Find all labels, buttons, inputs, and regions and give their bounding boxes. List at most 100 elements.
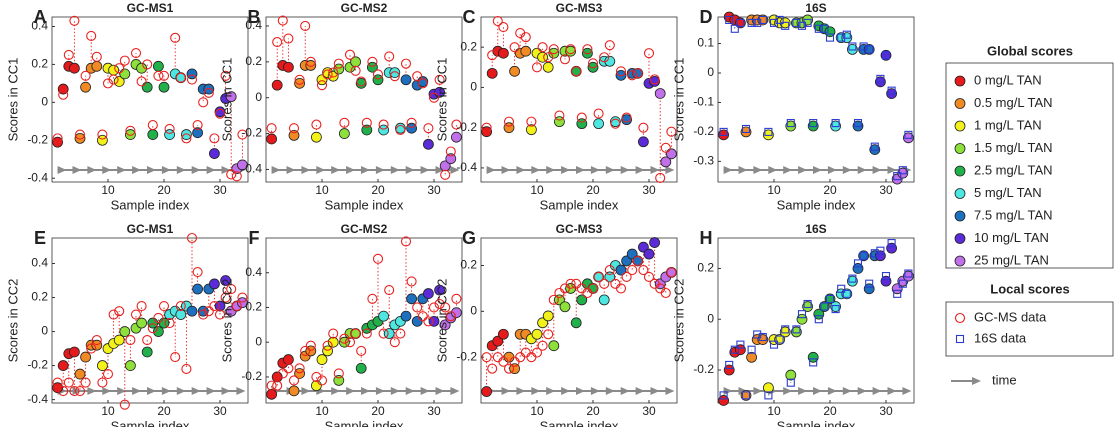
- time-arrow: [501, 166, 511, 174]
- local-score: [198, 97, 209, 108]
- y-tick-label: -0.2: [456, 349, 477, 363]
- local-score: [786, 378, 795, 387]
- local-score: [395, 328, 406, 339]
- global-score: [903, 132, 914, 144]
- global-score: [802, 301, 813, 312]
- local-score: [384, 285, 395, 296]
- time-arrow: [176, 387, 186, 395]
- local-score: [91, 51, 102, 62]
- time-arrow: [331, 387, 341, 395]
- global-score: [305, 345, 317, 357]
- global-score: [355, 362, 367, 374]
- global-score: [406, 122, 418, 134]
- time-arrow: [723, 387, 733, 395]
- global-score: [880, 275, 892, 287]
- y-tick-label: 0.4: [245, 18, 262, 32]
- local-score: [842, 289, 851, 298]
- legend-label: 0.5 mg/L TAN: [974, 95, 1053, 110]
- time-arrow: [161, 166, 171, 174]
- local-score: [904, 269, 913, 278]
- local-score: [97, 129, 108, 140]
- local-score: [175, 72, 186, 83]
- panel: E GC-MS1 Sample index Scores in CC2 10 20 30 -0…: [5, 222, 249, 427]
- global-score: [863, 283, 875, 295]
- time-arrow: [221, 166, 231, 174]
- local-score: [571, 66, 582, 77]
- global-legend-title: Global scores: [987, 43, 1073, 58]
- global-score: [723, 364, 735, 376]
- local-score: [537, 42, 548, 53]
- y-tick-label: -0.4: [241, 162, 262, 176]
- local-score: [543, 52, 554, 63]
- x-tick-label: 30: [427, 404, 441, 418]
- local-score: [136, 300, 147, 312]
- local-score: [481, 352, 492, 363]
- local-score: [220, 292, 231, 303]
- local-score: [797, 21, 807, 30]
- y-axis-label: Scores in CC2: [671, 279, 686, 363]
- local-score: [333, 58, 344, 69]
- local-score: [322, 340, 333, 351]
- time-arrow: [753, 166, 763, 174]
- global-score: [830, 120, 841, 132]
- local-score: [593, 271, 604, 283]
- global-score: [819, 301, 830, 312]
- time-arrow: [420, 387, 430, 395]
- global-score: [310, 380, 322, 392]
- global-score: [763, 382, 774, 394]
- local-score: [125, 125, 136, 136]
- global-score: [869, 144, 881, 155]
- local-score: [503, 116, 515, 127]
- y-tick-label: 0.2: [460, 258, 477, 272]
- time-arrow: [783, 387, 793, 395]
- global-score: [649, 75, 660, 87]
- local-score: [283, 363, 294, 374]
- global-score: [220, 275, 232, 286]
- global-score: [497, 47, 509, 59]
- time-arrow: [576, 387, 585, 395]
- y-tick-label: -0.4: [456, 160, 477, 174]
- local-score: [406, 117, 417, 128]
- global-score: [180, 129, 192, 140]
- local-score: [481, 122, 492, 133]
- global-score: [406, 293, 418, 305]
- global-score: [69, 62, 80, 74]
- time-arrow: [435, 387, 445, 395]
- legend-label: 1 mg/L TAN: [974, 117, 1042, 132]
- global-score: [621, 114, 632, 126]
- global-score: [847, 275, 858, 287]
- global-score: [615, 264, 627, 276]
- local-score: [655, 172, 666, 184]
- global-score: [333, 63, 345, 75]
- y-tick-label: -0.2: [27, 358, 48, 372]
- time-arrow: [221, 387, 231, 395]
- local-score: [153, 312, 164, 323]
- local-score: [423, 316, 434, 327]
- local-score: [593, 108, 604, 119]
- time-arrow: [420, 166, 430, 174]
- x-tick-label: 10: [315, 404, 329, 418]
- y-axis-label: Scores in CC1: [671, 58, 686, 142]
- global-score: [509, 65, 520, 77]
- local-score: [837, 33, 846, 42]
- local-score: [147, 323, 158, 334]
- local-score: [237, 292, 248, 303]
- global-score: [136, 62, 148, 74]
- local-score: [231, 300, 242, 312]
- local-score: [406, 276, 417, 287]
- global-score: [80, 351, 91, 363]
- time-arrow: [435, 166, 445, 174]
- global-score: [91, 339, 103, 351]
- time-arrow: [102, 387, 112, 395]
- time-arrow: [635, 387, 645, 395]
- local-score: [615, 283, 627, 294]
- global-score: [559, 301, 571, 313]
- local-score: [367, 293, 378, 304]
- local-score: [311, 371, 322, 382]
- global-score: [886, 242, 897, 254]
- global-score: [288, 129, 300, 141]
- x-tick-label: 10: [101, 183, 115, 197]
- local-score: [786, 119, 795, 128]
- local-score: [277, 368, 288, 379]
- global-score: [660, 156, 672, 168]
